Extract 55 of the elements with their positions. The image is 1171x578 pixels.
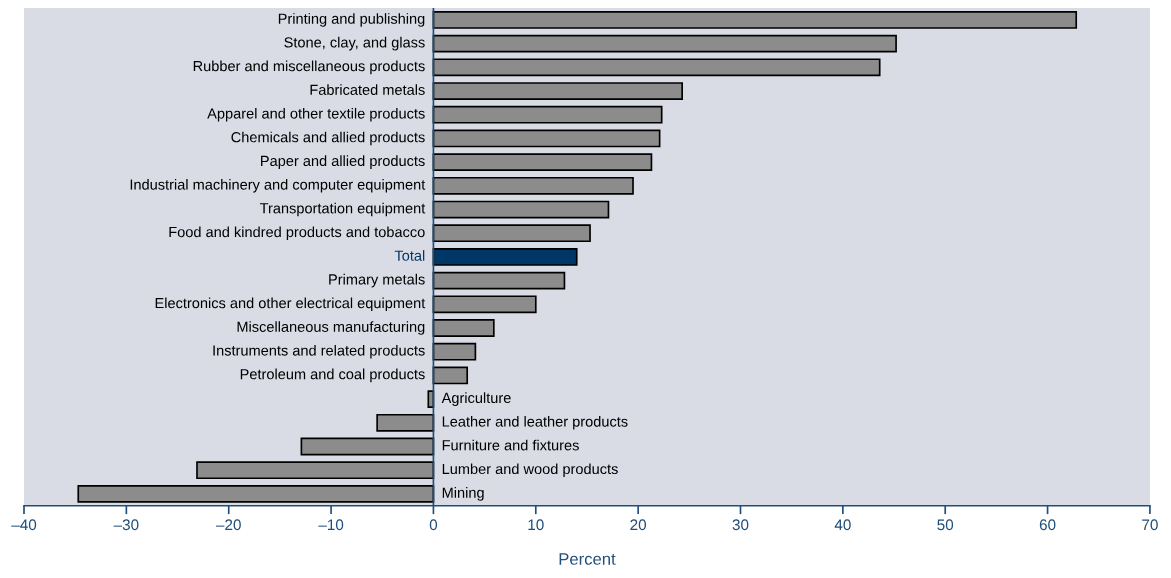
y-tick-label: Apparel and other textile products: [207, 107, 425, 122]
bar: [432, 342, 477, 361]
x-tick-label: 10: [528, 519, 544, 531]
y-tick-label: Instruments and related products: [213, 344, 425, 359]
x-tick-label: –40: [11, 519, 37, 531]
bar: [432, 248, 578, 266]
y-tick-label: Printing and publishing: [278, 13, 425, 27]
x-tick-label: –10: [318, 519, 344, 531]
y-tick-label: Furniture and fixtures: [442, 439, 579, 451]
y-tick-label: Total: [394, 250, 425, 261]
x-tick-label: 30: [732, 519, 749, 531]
bar: [432, 34, 897, 53]
x-tick-label: –20: [215, 519, 241, 531]
bar: [432, 224, 591, 243]
x-tick-label: 20: [630, 519, 647, 531]
y-tick-label: Leather and leather products: [442, 416, 628, 430]
bar: [376, 413, 435, 432]
y-tick-label: Lumber and wood products: [442, 463, 618, 477]
bar: [432, 82, 683, 100]
bar: [432, 319, 495, 337]
y-tick-label: Primary metals: [329, 273, 425, 288]
x-tick-label: 50: [937, 519, 954, 531]
y-tick-label: Transportation equipment: [259, 202, 426, 217]
x-tick-label: 40: [834, 519, 851, 531]
x-axis-title: Percent: [559, 553, 616, 565]
y-tick-label: Rubber and miscellaneous products: [193, 60, 425, 75]
bar: [432, 58, 881, 77]
y-tick-label: Petroleum and coal products: [240, 368, 425, 383]
y-tick-label: Stone, clay, and glass: [284, 36, 425, 51]
bar: [432, 271, 566, 290]
x-tick-label: 0: [429, 519, 438, 531]
bar: [432, 11, 1078, 29]
bar: [300, 437, 435, 456]
bar: [77, 485, 435, 503]
bar: [196, 461, 435, 480]
y-tick-label: Paper and allied products: [261, 155, 425, 169]
bar: [432, 105, 663, 124]
y-tick-label: Agriculture: [441, 392, 511, 406]
bar: [427, 390, 435, 409]
y-tick-label: Mining: [442, 487, 484, 501]
y-tick-label: Food and kindred products and tobacco: [169, 226, 425, 241]
y-tick-label: Electronics and other electrical equipment: [155, 297, 426, 312]
bar: [432, 295, 537, 314]
bar: [432, 200, 610, 219]
x-tick-label: 70: [1142, 519, 1158, 531]
y-tick-label: Chemicals and allied products: [231, 131, 425, 146]
bar: [432, 366, 469, 385]
bar: [432, 153, 653, 172]
bar: [432, 129, 661, 148]
x-tick-label: 60: [1039, 519, 1056, 531]
y-tick-label: Fabricated metals: [310, 84, 425, 95]
y-tick-label: Miscellaneous manufacturing: [237, 321, 425, 335]
y-tick-label: Industrial machinery and computer equipment: [130, 179, 426, 193]
bar: [432, 176, 634, 195]
x-tick-label: –30: [113, 519, 139, 531]
